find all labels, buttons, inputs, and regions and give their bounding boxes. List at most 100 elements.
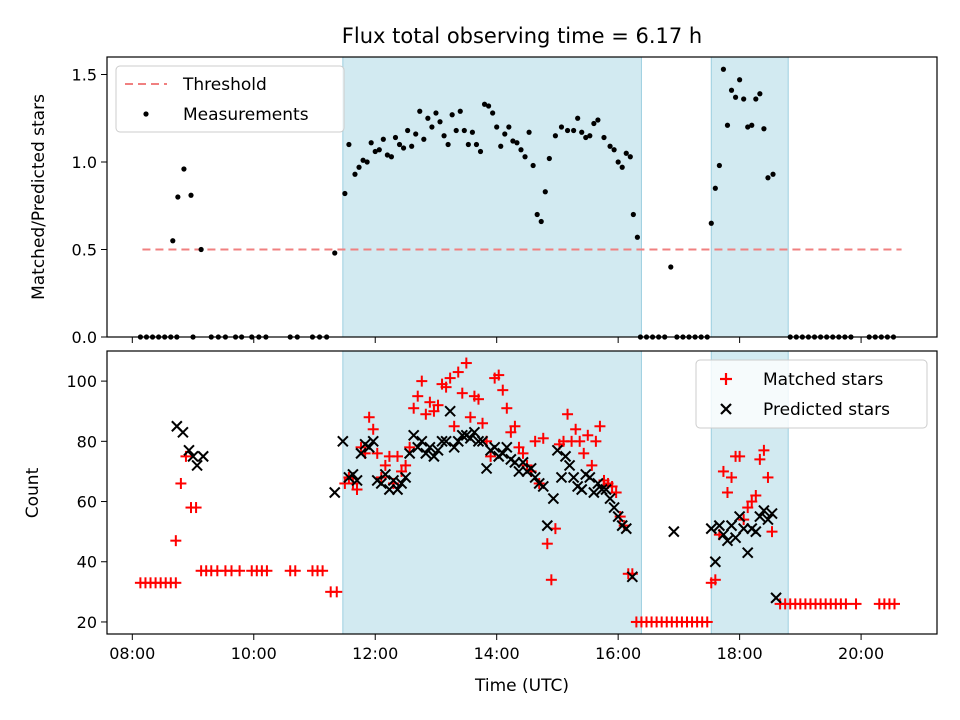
predicted-star-point xyxy=(444,405,456,417)
matched-star-point xyxy=(261,565,273,577)
measurement-point xyxy=(761,126,767,132)
predicted-star-point xyxy=(725,519,738,532)
predicted-star-point xyxy=(620,522,632,535)
predicted-star-point xyxy=(555,471,568,484)
measurement-point xyxy=(546,155,552,162)
predicted-star-point xyxy=(721,534,734,547)
measurement-point xyxy=(494,124,500,130)
matched-star-point xyxy=(726,471,738,483)
x-tick-label: 12:00 xyxy=(352,644,398,663)
predicted-star-point xyxy=(480,462,493,475)
measurement-point xyxy=(405,127,411,134)
predicted-star-point xyxy=(177,426,189,438)
predicted-star-point xyxy=(329,486,341,499)
measurement-point xyxy=(380,136,386,142)
matched-star-point xyxy=(456,387,468,399)
predicted-star-point xyxy=(407,429,420,442)
measurement-point xyxy=(753,96,759,102)
measurement-point xyxy=(765,175,771,181)
predicted-star-point xyxy=(563,459,576,472)
measurement-point xyxy=(587,133,593,139)
matched-star-point xyxy=(452,366,464,378)
y-tick-label: 80 xyxy=(77,432,97,451)
predicted-star-point xyxy=(517,456,529,469)
matched-star-point xyxy=(424,396,436,408)
matched-star-point xyxy=(721,487,733,498)
predicted-star-point xyxy=(187,450,199,463)
measurement-point xyxy=(502,131,508,137)
measurement-point xyxy=(634,234,640,240)
matched-star-point xyxy=(888,598,900,610)
predicted-star-point xyxy=(551,444,564,457)
matched-star-point xyxy=(412,390,424,402)
predicted-star-point xyxy=(729,531,742,544)
chart-title: Flux total observing time = 6.17 h xyxy=(342,24,702,48)
ratio-legend: Threshold Measurements xyxy=(115,65,345,133)
y-tick-label: 0.0 xyxy=(72,328,97,347)
ratio-plot-frame xyxy=(106,56,938,338)
matched-star-point xyxy=(448,420,460,432)
predicted-star-point xyxy=(395,477,408,490)
measurement-point xyxy=(712,185,718,191)
predicted-star-point xyxy=(448,441,460,454)
measurement-point xyxy=(518,147,524,153)
matched-star-point xyxy=(562,408,574,420)
matched-star-point xyxy=(610,487,622,498)
predicted-star-point xyxy=(468,426,481,438)
predicted-star-point xyxy=(375,477,388,490)
y-tick-label: 60 xyxy=(77,493,97,512)
matched-star-point xyxy=(701,616,713,628)
matched-star-point xyxy=(170,577,182,589)
predicted-star-point xyxy=(367,435,379,448)
measurement-point xyxy=(498,143,504,149)
matched-star-point xyxy=(734,450,746,462)
measurement-point xyxy=(708,220,714,226)
matched-star-point xyxy=(709,574,721,586)
measurement-point xyxy=(441,133,447,139)
measurement-point xyxy=(473,141,480,148)
matched-star-point xyxy=(766,526,778,538)
measurement-point xyxy=(352,171,358,177)
y-tick-label: 40 xyxy=(77,553,97,572)
matched-star-point xyxy=(363,411,375,423)
measurement-point xyxy=(720,66,727,72)
matched-star-point xyxy=(758,444,770,456)
predicted-star-point xyxy=(403,447,416,460)
matched-star-point xyxy=(840,598,852,610)
measurement-point xyxy=(175,194,181,200)
measurement-point xyxy=(737,77,743,83)
measurement-point xyxy=(538,218,544,225)
predicted-star-point xyxy=(464,432,477,445)
predicted-star-point xyxy=(440,435,452,448)
predicted-star-point xyxy=(529,471,541,484)
predicted-star-point xyxy=(584,471,596,484)
measurement-point xyxy=(623,150,629,156)
predicted-star-point xyxy=(420,447,432,460)
predicted-star-point xyxy=(387,474,400,487)
x-tick-label: 18:00 xyxy=(717,644,763,663)
predicted-star-point xyxy=(559,450,572,463)
measurement-point xyxy=(668,264,674,270)
matched-star-point xyxy=(493,369,505,381)
observing-window-1 xyxy=(342,56,642,338)
measurement-point xyxy=(413,131,419,137)
ratio-y-axis-label: Matched/Predicted stars xyxy=(29,94,49,300)
measurement-point xyxy=(400,145,407,151)
matched-star-point xyxy=(428,405,440,417)
matched-star-point xyxy=(513,441,525,453)
predicted-star-point xyxy=(612,510,624,523)
predicted-star-point xyxy=(750,525,762,538)
predicted-stars-legend-swatch xyxy=(720,403,732,415)
matched-stars-points xyxy=(134,357,900,628)
predicted-stars-points xyxy=(171,405,782,604)
matched-star-point xyxy=(317,565,329,577)
predicted-star-point xyxy=(501,441,513,454)
matched-star-point xyxy=(440,381,452,393)
predicted-star-point xyxy=(525,462,537,475)
ratio-legend-box xyxy=(115,65,345,133)
predicted-star-point xyxy=(488,441,501,454)
matched-star-point xyxy=(586,459,598,471)
measurement-point xyxy=(364,159,370,165)
measurement-point xyxy=(571,127,577,134)
